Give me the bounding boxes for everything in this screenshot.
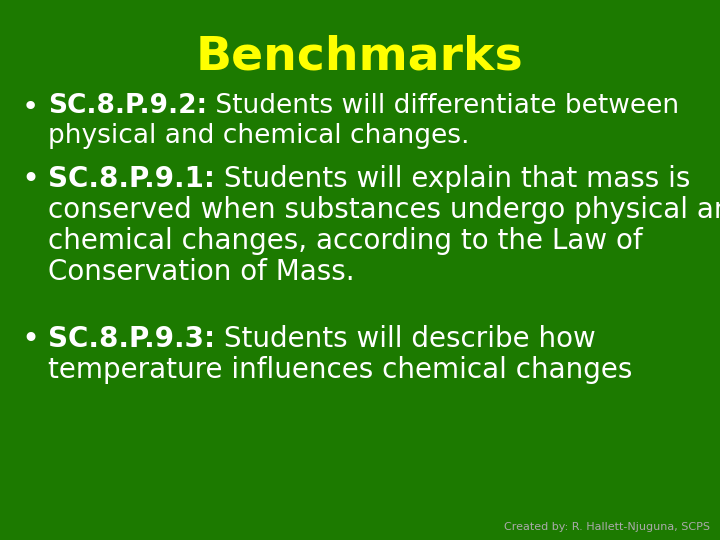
Text: SC.8.P.9.1:: SC.8.P.9.1:: [48, 165, 215, 193]
Text: Students will explain that mass is: Students will explain that mass is: [215, 165, 690, 193]
Text: SC.8.P.9.2:: SC.8.P.9.2:: [48, 93, 207, 119]
Text: Benchmarks: Benchmarks: [196, 35, 524, 80]
Text: Students will describe how: Students will describe how: [215, 325, 596, 353]
Text: Conservation of Mass.: Conservation of Mass.: [48, 258, 355, 286]
Text: •: •: [21, 165, 39, 194]
Text: SC.8.P.9.3:: SC.8.P.9.3:: [48, 325, 215, 353]
Text: chemical changes, according to the Law of: chemical changes, according to the Law o…: [48, 227, 643, 255]
Text: •: •: [22, 93, 39, 121]
Text: Created by: R. Hallett-Njuguna, SCPS: Created by: R. Hallett-Njuguna, SCPS: [504, 522, 710, 532]
Text: Students will differentiate between: Students will differentiate between: [207, 93, 679, 119]
Text: conserved when substances undergo physical and: conserved when substances undergo physic…: [48, 196, 720, 224]
Text: physical and chemical changes.: physical and chemical changes.: [48, 123, 469, 149]
Text: temperature influences chemical changes: temperature influences chemical changes: [48, 356, 632, 384]
Text: •: •: [21, 325, 39, 354]
